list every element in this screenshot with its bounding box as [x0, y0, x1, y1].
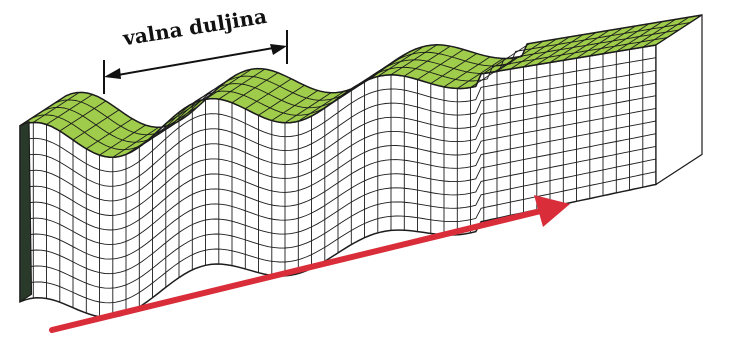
side-grid-horizontal — [19, 82, 657, 202]
side-grid-horizontal — [19, 107, 657, 231]
propagation-arrow — [49, 195, 570, 333]
wavelength-line — [111, 46, 280, 77]
wavelength-arrow-right — [270, 44, 287, 55]
side-grid-horizontal — [19, 145, 657, 275]
side-grid-horizontal — [19, 120, 657, 246]
propagation-arrow-head — [534, 195, 570, 227]
propagation-arrow-shaft — [49, 207, 548, 333]
top-grid-along — [54, 22, 691, 136]
wavelength-label: valna duljina — [120, 4, 268, 51]
block-right-end — [655, 13, 703, 186]
side-grid-horizontal — [19, 158, 657, 289]
side-grid-horizontal — [19, 133, 657, 260]
side-grid-horizontal — [19, 57, 657, 173]
side-grid-lines — [19, 47, 657, 318]
wavelength-arrow-left — [104, 68, 121, 79]
top-grid-along — [42, 29, 680, 143]
side-grid-horizontal — [19, 171, 657, 304]
top-grid-lines — [31, 16, 691, 158]
side-grid-horizontal — [19, 95, 657, 216]
side-grid-horizontal — [19, 69, 657, 187]
block-end-face — [19, 120, 33, 303]
top-grid-along — [31, 37, 668, 151]
